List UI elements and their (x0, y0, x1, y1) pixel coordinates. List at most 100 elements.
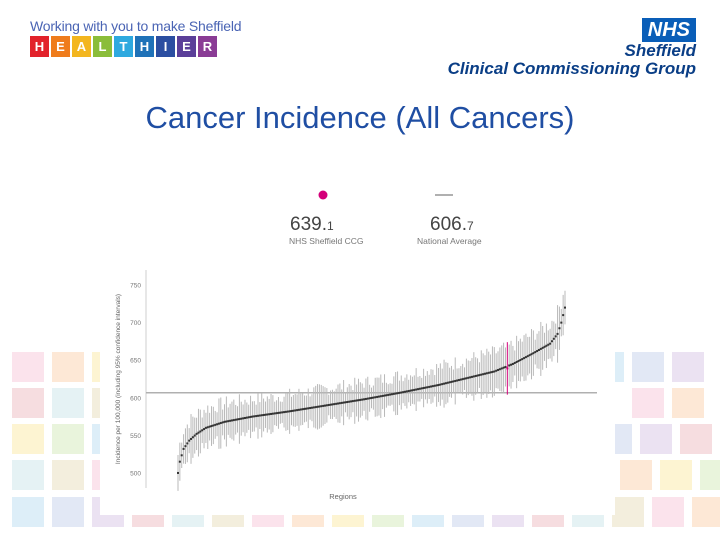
region-point (411, 389, 414, 392)
region-point (340, 401, 343, 404)
region-point (363, 398, 366, 401)
region-point (284, 410, 287, 413)
region-point (296, 409, 299, 412)
region-point (329, 403, 332, 406)
region-point (422, 387, 425, 390)
region-point (217, 422, 220, 425)
region-point (534, 351, 537, 354)
region-point (236, 418, 239, 421)
region-point (502, 366, 505, 369)
y-tick-label: 650 (130, 358, 141, 365)
region-point (549, 342, 552, 345)
region-point (281, 411, 284, 414)
region-point (322, 404, 325, 407)
region-point (510, 363, 513, 366)
region-point (456, 379, 459, 382)
y-tick-label: 550 (130, 433, 141, 440)
region-point (431, 385, 434, 388)
brand-tagline: Working with you to make Sheffield (30, 18, 242, 34)
region-point (245, 416, 248, 419)
background-tile (672, 352, 704, 382)
background-tile (620, 460, 652, 490)
region-point (448, 381, 451, 384)
background-tile (680, 424, 712, 454)
background-tile (52, 388, 84, 418)
region-point (415, 388, 418, 391)
background-tile (640, 424, 672, 454)
region-point (227, 420, 230, 423)
region-point (472, 375, 475, 378)
region-point (258, 414, 261, 417)
region-point (497, 368, 500, 371)
region-point (541, 346, 544, 349)
y-tick-label: 500 (130, 470, 141, 477)
region-point (513, 361, 516, 364)
background-tile (660, 460, 692, 490)
region-point (487, 371, 490, 374)
region-point (182, 447, 185, 450)
region-point (277, 411, 280, 414)
region-points (177, 306, 566, 474)
region-point (403, 390, 406, 393)
region-point (359, 398, 362, 401)
legend-sheffield-marker (318, 190, 328, 200)
region-point (214, 423, 217, 426)
region-point (290, 410, 293, 413)
region-point (444, 382, 447, 385)
region-point (310, 406, 313, 409)
region-point (517, 360, 520, 363)
region-point (443, 382, 446, 385)
region-point (318, 405, 321, 408)
background-tile (692, 497, 720, 527)
region-point (446, 381, 449, 384)
background-tile (52, 424, 84, 454)
region-point (400, 391, 403, 394)
region-point (379, 395, 382, 398)
region-point (441, 383, 444, 386)
chart-legend: 639.1 NHS Sheffield CCG 606.7 National A… (289, 190, 482, 246)
org-name-line2: Clinical Commissioning Group (447, 59, 696, 78)
region-point (275, 412, 278, 415)
region-point (270, 412, 273, 415)
region-point (225, 420, 228, 423)
region-point (262, 414, 265, 417)
region-point (333, 403, 336, 406)
region-point (193, 434, 196, 437)
legend-national-value: 606.7 (430, 214, 474, 235)
region-point (327, 404, 330, 407)
region-point (197, 431, 200, 434)
region-point (485, 372, 488, 375)
region-point (381, 394, 384, 397)
region-point (556, 332, 559, 335)
region-point (420, 387, 423, 390)
region-point (457, 379, 460, 382)
region-point (387, 393, 390, 396)
background-tile (632, 352, 664, 382)
region-point (478, 374, 481, 377)
region-point (376, 395, 379, 398)
x-axis-label: Regions (329, 492, 357, 501)
region-point (305, 407, 308, 410)
region-point (208, 425, 211, 428)
region-point (372, 396, 375, 399)
region-point (370, 396, 373, 399)
nhs-logo: NHS (641, 18, 696, 42)
region-point (428, 385, 431, 388)
region-point (301, 408, 304, 411)
region-point (467, 376, 470, 379)
region-point (396, 392, 399, 395)
legend-sheffield-value: 639.1 (290, 214, 334, 235)
region-point (366, 397, 369, 400)
region-point (271, 412, 274, 415)
region-point (459, 378, 462, 381)
region-point (288, 410, 291, 413)
region-point (212, 424, 215, 427)
region-point (390, 393, 393, 396)
region-point (491, 370, 494, 373)
region-point (437, 384, 440, 387)
region-point (344, 401, 347, 404)
region-point (323, 404, 326, 407)
region-point (450, 380, 453, 383)
region-point (357, 399, 360, 402)
region-point (243, 416, 246, 419)
